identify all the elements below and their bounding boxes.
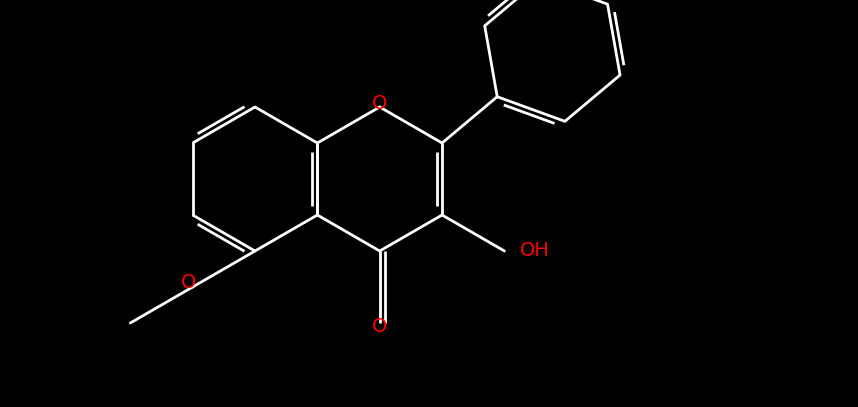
Text: OH: OH bbox=[519, 241, 549, 260]
Text: O: O bbox=[372, 94, 388, 112]
Text: O: O bbox=[372, 317, 388, 337]
Text: O: O bbox=[181, 274, 196, 293]
